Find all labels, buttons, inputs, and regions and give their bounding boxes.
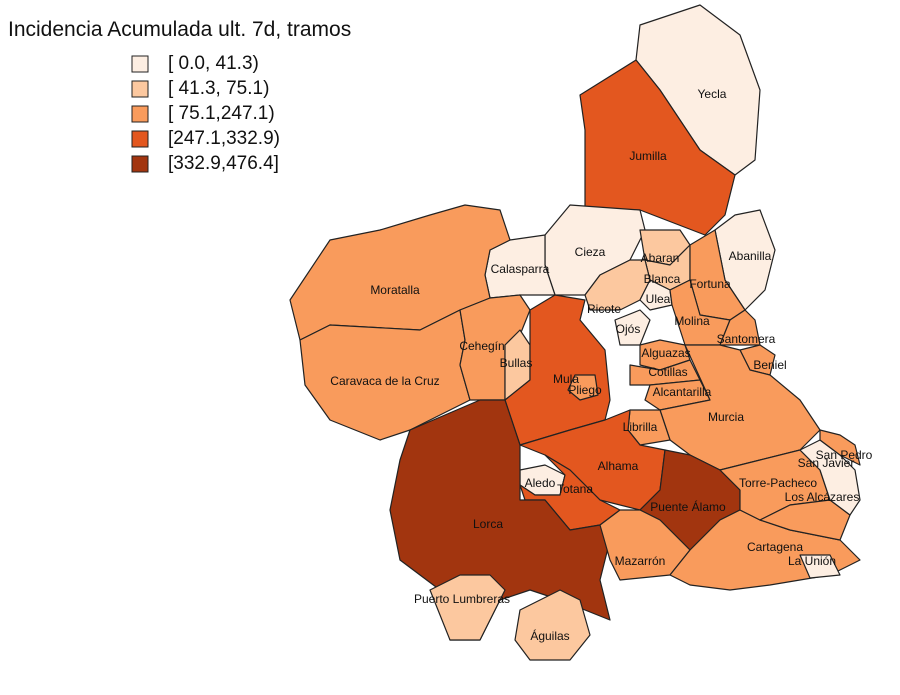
region-label: Los Alcázares bbox=[785, 490, 860, 504]
legend: [ 0.0, 41.3) [ 41.3, 75.1) [ 75.1,247.1) [2… bbox=[131, 53, 280, 174]
region-label: Alcantarilla bbox=[653, 385, 712, 399]
legend-label: [ 41.3, 75.1) bbox=[168, 78, 269, 99]
region bbox=[579, 59, 736, 236]
region-label: Torre-Pacheco bbox=[739, 476, 817, 490]
region-label: Fortuna bbox=[689, 277, 731, 291]
labels: Yecla Jumilla Abanilla Cieza Calasparra Morat… bbox=[330, 87, 872, 643]
region-label: Santomera bbox=[717, 332, 776, 346]
legend-swatch bbox=[131, 155, 149, 173]
region-label: San Javier bbox=[798, 456, 855, 470]
region-label: Ricote bbox=[587, 302, 621, 316]
region-label: Caravaca de la Cruz bbox=[330, 374, 439, 388]
legend-label: [332.9,476.4] bbox=[168, 153, 279, 174]
legend-swatch bbox=[131, 130, 149, 148]
region bbox=[514, 589, 591, 661]
region-label: Murcia bbox=[708, 410, 744, 424]
legend-swatch bbox=[131, 80, 149, 98]
region-label: Mula bbox=[553, 372, 579, 386]
region-label: Librilla bbox=[623, 420, 658, 434]
region bbox=[504, 294, 611, 446]
region-label: Águilas bbox=[530, 628, 569, 643]
region-label: Ojós bbox=[616, 322, 641, 336]
region-label: Abaran bbox=[641, 251, 680, 265]
region-label: Lorca bbox=[473, 517, 503, 531]
regions bbox=[289, 4, 861, 661]
region-label: Calasparra bbox=[491, 262, 550, 276]
region bbox=[819, 429, 861, 466]
region bbox=[799, 554, 841, 579]
region-label: San Pedro bbox=[816, 448, 873, 462]
region-label: Blanca bbox=[644, 272, 681, 286]
region-label: Beniel bbox=[753, 358, 786, 372]
region-label: Alhama bbox=[598, 459, 639, 473]
region-label: Alguazas bbox=[641, 346, 690, 360]
region-label: Totana bbox=[557, 482, 593, 496]
region bbox=[719, 309, 761, 346]
region-label: Jumilla bbox=[629, 149, 667, 163]
legend-swatch bbox=[131, 105, 149, 123]
legend-swatch bbox=[131, 55, 149, 73]
region-label: Puerto Lumbreras bbox=[414, 592, 510, 606]
region-label: Aledo bbox=[525, 476, 556, 490]
map-title: Incidencia Acumulada ult. 7d, tramos bbox=[8, 18, 351, 41]
region-label: Moratalla bbox=[370, 283, 420, 297]
legend-label: [ 75.1,247.1) bbox=[168, 103, 275, 124]
region-label: Mazarrón bbox=[615, 554, 666, 568]
region bbox=[567, 374, 599, 401]
region-label: Cotillas bbox=[648, 365, 687, 379]
region-label: Puente Álamo bbox=[650, 499, 726, 514]
region bbox=[389, 399, 611, 641]
region bbox=[429, 574, 506, 641]
region-label: La Unión bbox=[788, 554, 836, 568]
region-label: Yecla bbox=[698, 87, 727, 101]
region-label: Molina bbox=[674, 314, 710, 328]
region-label: Cieza bbox=[575, 245, 606, 259]
legend-label: [247.1,332.9) bbox=[168, 128, 280, 149]
region-label: Pliego bbox=[568, 383, 602, 397]
region-label: Cehegín bbox=[459, 339, 504, 353]
region-label: Cartagena bbox=[747, 540, 803, 554]
region-label: Ulea bbox=[646, 292, 671, 306]
region-label: Abanilla bbox=[729, 249, 772, 263]
region-label: Bullas bbox=[500, 356, 533, 370]
region bbox=[614, 309, 651, 346]
legend-label: [ 0.0, 41.3) bbox=[168, 53, 259, 74]
